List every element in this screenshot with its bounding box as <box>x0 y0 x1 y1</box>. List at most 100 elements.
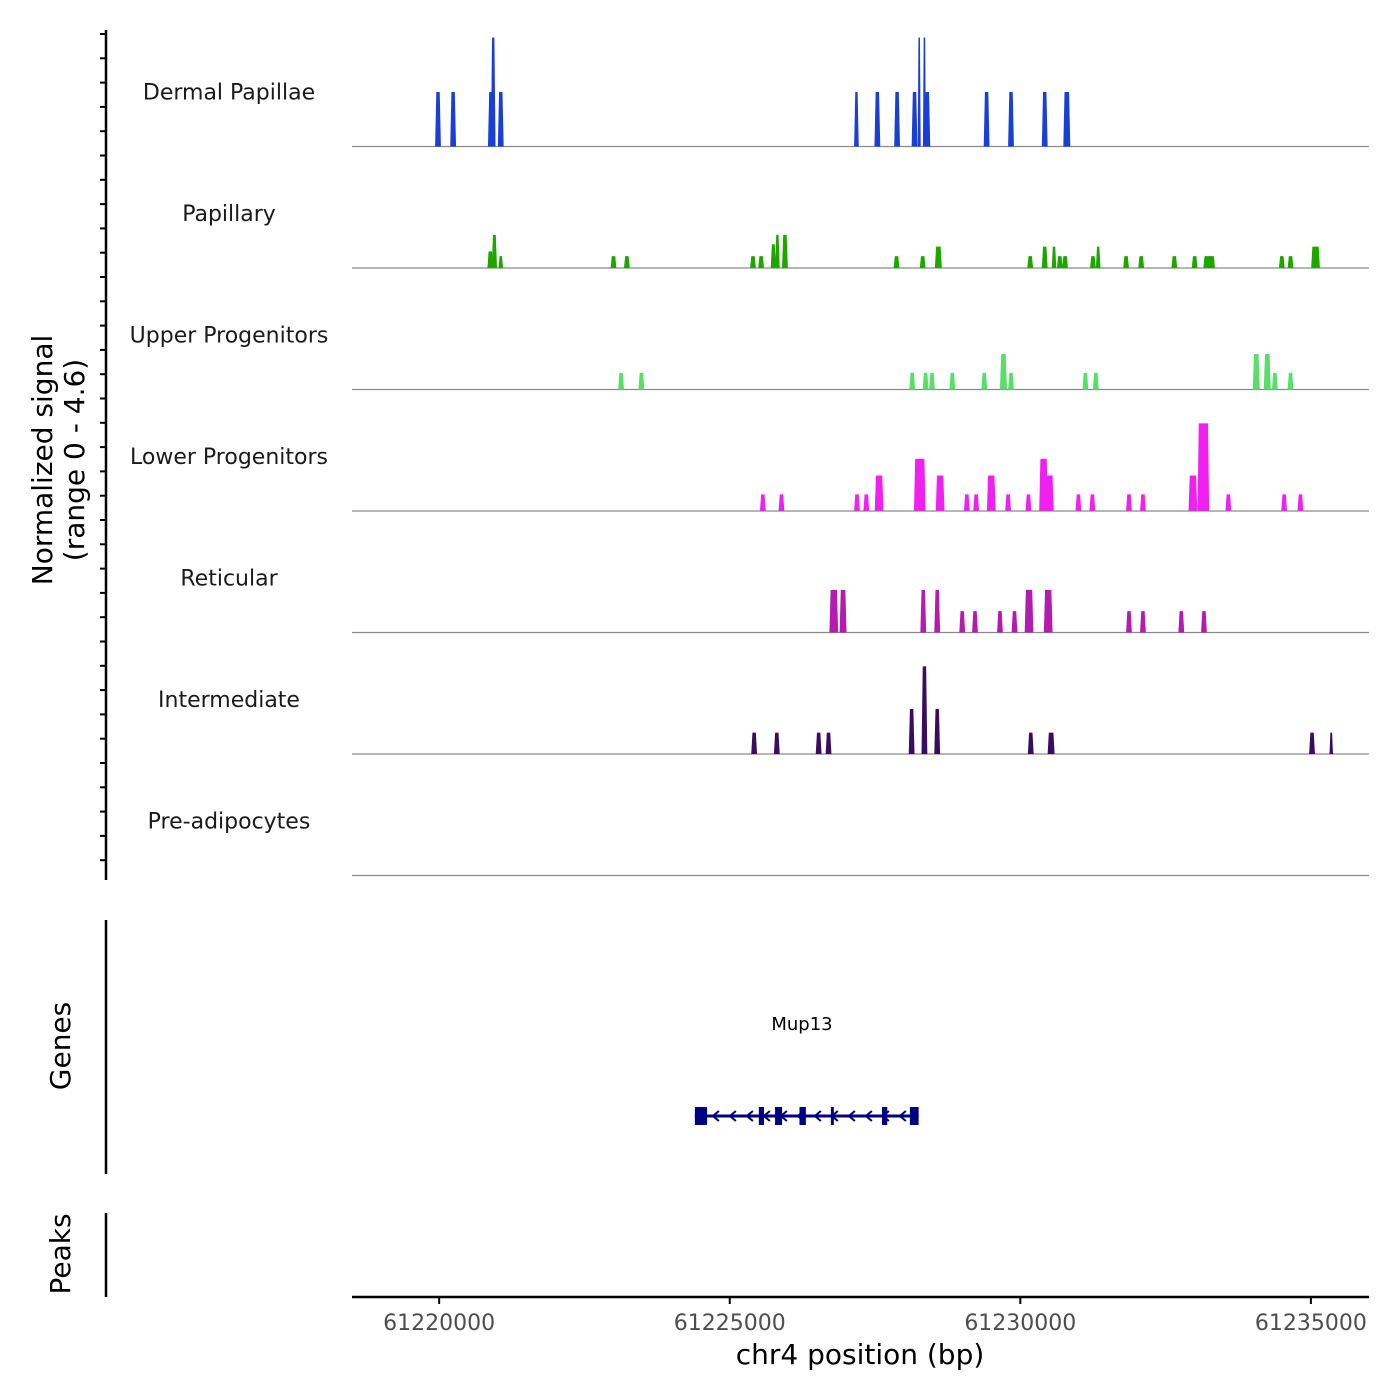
gene-exon <box>694 1107 708 1125</box>
strand-arrow <box>813 1110 822 1122</box>
x-axis-tick-label: 61230000 <box>964 1311 1076 1336</box>
signal-peak <box>1041 92 1048 147</box>
signal-peak <box>894 92 901 147</box>
signal-peak <box>929 372 935 390</box>
signal-peak <box>1138 256 1145 268</box>
gene-label: Mup13 <box>771 1014 832 1035</box>
signal-peak <box>825 732 832 754</box>
signal-peak <box>758 256 765 268</box>
strand-arrow <box>864 1110 873 1122</box>
signal-peak <box>934 246 942 268</box>
signal-peak <box>934 589 941 633</box>
signal-peak <box>908 708 915 754</box>
signal-peak <box>973 494 980 511</box>
signal-peak <box>983 92 990 147</box>
signal-peak <box>919 256 926 268</box>
signal-peak <box>623 256 630 268</box>
gene-exon <box>830 1107 834 1125</box>
signal-peak <box>893 256 900 268</box>
signal-peak <box>1329 732 1333 754</box>
signal-peak <box>497 92 504 147</box>
signal-peak <box>1309 732 1315 754</box>
signal-peak <box>921 666 928 754</box>
signal-peak <box>498 256 504 268</box>
signal-peak <box>963 494 970 511</box>
signal-peak <box>1287 256 1294 268</box>
signal-peak <box>1178 611 1185 633</box>
gene-exon <box>758 1107 765 1125</box>
signal-peak <box>1027 256 1034 268</box>
gene-exon <box>775 1107 783 1125</box>
track-upper-progenitors: Upper Progenitors <box>130 324 1369 391</box>
x-axis-ticks: 61220000 61225000 61230000 61235000 <box>383 1297 1367 1336</box>
signal-peak <box>1095 246 1101 268</box>
signal-peak <box>854 92 859 147</box>
signal-peak <box>913 458 926 511</box>
strand-arrow <box>728 1110 737 1122</box>
signal-peak <box>1278 256 1285 268</box>
signal-peak <box>1008 372 1014 390</box>
signal-peak <box>1005 494 1012 511</box>
signal-peak <box>1043 589 1053 633</box>
signal-peak <box>782 234 788 268</box>
signal-peak <box>1025 494 1032 511</box>
signal-peak <box>1252 353 1260 390</box>
signal-peak <box>638 372 645 390</box>
signal-peak <box>1090 256 1096 268</box>
signal-peak <box>1041 246 1048 268</box>
signal-peak <box>909 372 916 390</box>
signal-peak <box>1203 256 1215 268</box>
signal-peak <box>750 256 756 268</box>
signal-peak <box>981 372 988 390</box>
signal-peak <box>1082 372 1089 390</box>
signal-peak <box>490 37 496 147</box>
signal-peak <box>1281 494 1288 511</box>
track-papillary: Papillary <box>182 202 1369 269</box>
strand-arrow <box>711 1110 720 1122</box>
signal-peak <box>1263 353 1271 390</box>
signal-peak <box>1024 589 1034 633</box>
track-label: Papillary <box>182 202 276 227</box>
signal-peak <box>450 92 457 147</box>
strand-arrow <box>847 1110 856 1122</box>
track-label: Lower Progenitors <box>130 445 328 470</box>
signal-peak <box>778 494 785 511</box>
signal-peak <box>1201 611 1207 633</box>
genes-axis-title: Genes <box>44 1002 77 1090</box>
signal-peak <box>839 589 847 633</box>
signal-peak <box>751 732 758 754</box>
signal-peak <box>815 732 822 754</box>
signal-peak <box>924 92 931 147</box>
signal-peak <box>618 372 624 390</box>
signal-peak <box>1045 475 1054 511</box>
track-label: Reticular <box>180 567 278 592</box>
track-label: Pre-adipocytes <box>148 810 311 835</box>
track-intermediate: Intermediate <box>158 666 1369 755</box>
signal-peak <box>1056 256 1063 268</box>
signal-peak <box>863 494 870 511</box>
strand-arrow <box>745 1110 754 1122</box>
signal-peak <box>874 475 884 511</box>
signal-peak <box>1092 372 1099 390</box>
signal-peak <box>935 475 945 511</box>
signal-peak <box>997 611 1003 633</box>
signal-tracks: Dermal Papillae Papillary Upper Progenitor… <box>130 37 1369 877</box>
gene-exon <box>799 1107 806 1125</box>
signal-peak <box>491 234 497 268</box>
signal-peak <box>1126 611 1132 633</box>
signal-peak <box>1271 372 1278 390</box>
signal-peak <box>1197 423 1210 511</box>
signal-peak <box>972 611 978 633</box>
x-axis-tick-label: 61235000 <box>1255 1311 1367 1336</box>
track-pre-adipocytes: Pre-adipocytes <box>148 810 1369 877</box>
signal-peak <box>922 372 929 390</box>
signal-peak <box>610 256 617 268</box>
gene-exon <box>882 1107 888 1125</box>
signal-peak <box>949 372 956 390</box>
signal-peak <box>854 494 860 511</box>
signal-peak <box>1140 494 1146 511</box>
signal-peak <box>759 494 766 511</box>
signal-peak <box>1062 256 1068 268</box>
track-lower-progenitors: Lower Progenitors <box>130 423 1369 512</box>
signal-peak <box>770 244 776 268</box>
